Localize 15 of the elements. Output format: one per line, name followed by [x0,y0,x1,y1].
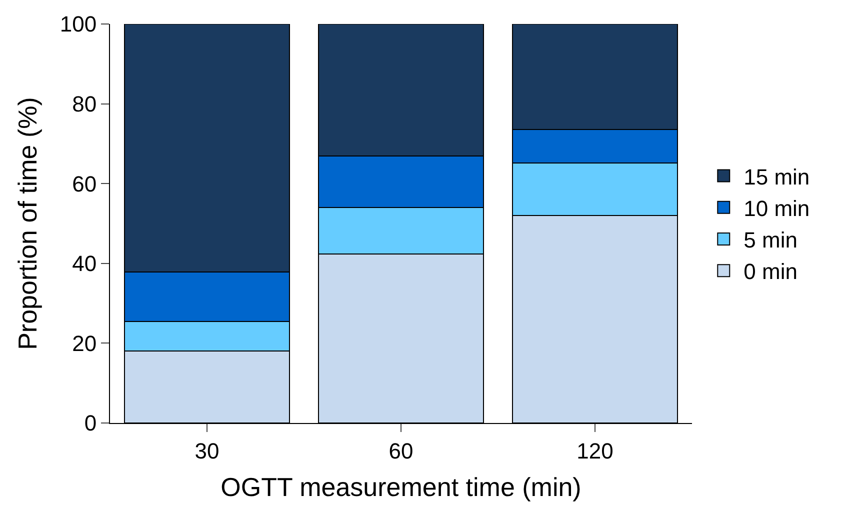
y-tick-label: 0 [84,410,97,436]
x-axis-title: OGTT measurement time (min) [220,472,582,502]
x-tick-label: 60 [388,438,414,464]
y-tick-label: 20 [72,330,97,356]
x-tick-label: 30 [194,438,220,464]
y-tick-label: 100 [60,12,97,37]
y-axis-title: Proportion of time (%) [12,97,42,350]
legend-label: 0 min [744,259,798,284]
y-tick-label: 40 [72,251,97,276]
legend-label: 5 min [744,228,798,253]
legend-label: 10 min [744,196,810,221]
y-tick-label: 60 [72,171,97,196]
x-tick-label: 120 [576,438,614,464]
y-tick-label: 80 [72,92,97,116]
legend-label: 15 min [744,164,810,190]
